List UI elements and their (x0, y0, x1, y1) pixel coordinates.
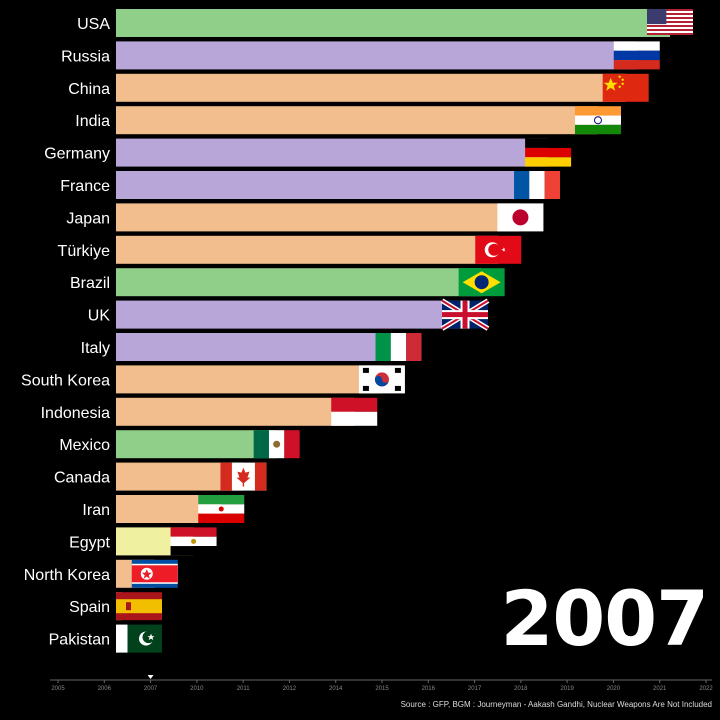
category-label: Canada (54, 470, 110, 487)
timeline-tick-label: 2011 (237, 686, 251, 692)
bar (116, 365, 382, 394)
egypt-flag (170, 527, 217, 556)
year-label: 2007 (500, 574, 709, 663)
bar (116, 41, 637, 70)
timeline-tick-label: 2006 (98, 686, 112, 692)
india-flag (574, 106, 621, 135)
north-korea-flag (131, 559, 178, 588)
bar (116, 171, 538, 199)
timeline-tick-label: 2019 (560, 686, 574, 692)
bar (116, 333, 399, 361)
timeline-tick-label: 2014 (329, 686, 343, 692)
category-label: Spain (69, 599, 110, 616)
category-label: India (75, 113, 110, 130)
canada-flag (220, 462, 267, 491)
timeline-tick-label: 2012 (283, 686, 297, 692)
category-label: Türkiye (58, 243, 111, 260)
bar (116, 235, 499, 264)
category-label: Iran (82, 502, 110, 519)
turkiye-flag (475, 235, 522, 264)
indonesia-flag (331, 397, 378, 426)
timeline-tick-label: 2007 (144, 686, 158, 692)
uk-flag (440, 298, 490, 331)
timeline-tick-label: 2017 (468, 686, 482, 692)
timeline-tick-label: 2010 (190, 686, 204, 692)
bar (116, 397, 355, 426)
category-label: Russia (61, 48, 110, 65)
japan-flag (497, 203, 544, 232)
bar (116, 430, 277, 459)
france-flag (514, 171, 561, 199)
timeline-tick-label: 2016 (422, 686, 436, 692)
category-label: Brazil (70, 275, 110, 292)
timeline-tick-label: 2020 (607, 686, 621, 692)
category-label: USA (77, 16, 110, 33)
source-text: Source : GFP, BGM : Journeyman - Aakash … (400, 700, 712, 709)
spain-flag (116, 592, 162, 621)
category-label: North Korea (24, 567, 110, 584)
timeline-tick-label: 2018 (514, 686, 528, 692)
iran-flag (198, 495, 245, 523)
china-flag (602, 73, 649, 102)
bar (116, 138, 549, 167)
bar (116, 268, 482, 297)
timeline-tick-label: 2022 (699, 686, 713, 692)
category-label: South Korea (21, 372, 110, 389)
pakistan-flag (116, 624, 162, 653)
timeline-tick-label: 2005 (51, 686, 65, 692)
mexico-flag (253, 430, 300, 459)
south-korea-flag (358, 365, 405, 394)
bar (116, 73, 626, 102)
category-label: Germany (44, 146, 110, 163)
timeline-tick-label: 2021 (653, 686, 667, 692)
category-label: Japan (66, 210, 110, 227)
category-label: Italy (81, 340, 110, 357)
bar (116, 300, 466, 329)
category-label: Mexico (59, 437, 110, 454)
category-label: France (60, 178, 110, 195)
category-label: Egypt (69, 534, 110, 551)
brazil-flag (458, 268, 505, 297)
italy-flag (375, 333, 422, 361)
germany-flag (525, 138, 572, 167)
category-label: UK (88, 308, 111, 325)
usa-flag (647, 9, 693, 35)
category-label: Indonesia (41, 405, 110, 422)
category-label: Pakistan (49, 632, 110, 649)
bar (116, 9, 670, 37)
bar (116, 106, 598, 135)
category-label: China (68, 81, 110, 98)
bar (116, 203, 521, 232)
russia-flag (613, 41, 660, 70)
timeline-marker (147, 675, 154, 679)
timeline-tick-label: 2015 (375, 686, 389, 692)
